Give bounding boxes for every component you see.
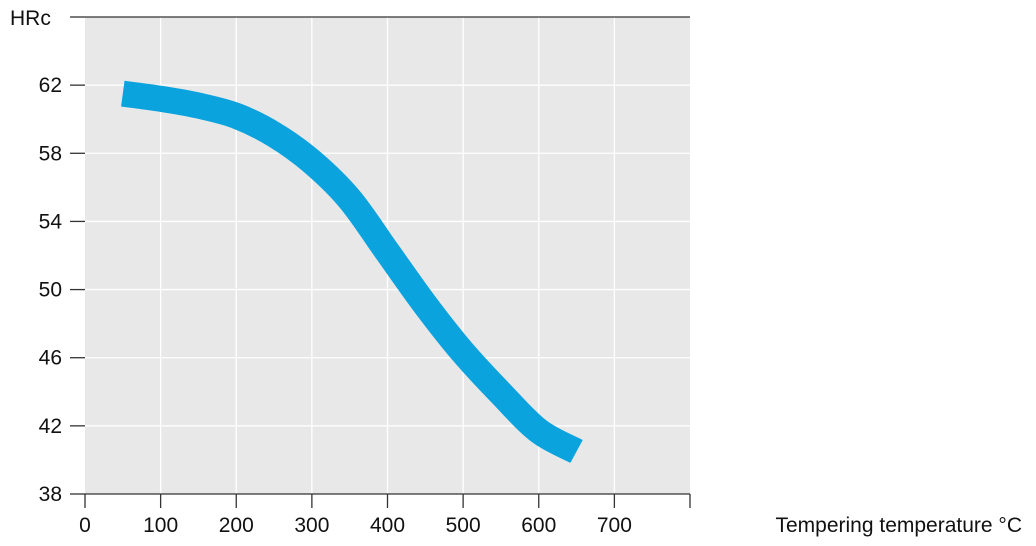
x-tick-label-100: 100 (143, 514, 178, 537)
y-tick-label-42: 42 (39, 415, 62, 438)
y-tick-label-54: 54 (39, 210, 63, 233)
y-tick-labels: 38 42 46 50 54 58 62 (39, 74, 85, 506)
series-band-0 (121, 80, 583, 464)
x-tick-label-400: 400 (370, 514, 405, 537)
x-tick-label-600: 600 (521, 514, 556, 537)
x-axis-title: Tempering temperature °C (775, 514, 1022, 537)
x-tick-label-300: 300 (294, 514, 329, 537)
x-tick-label-0: 0 (79, 514, 91, 537)
grid-lines (85, 17, 690, 494)
y-tick-label-38: 38 (39, 483, 62, 506)
y-tick-label-46: 46 (39, 347, 62, 370)
y-tick-label-50: 50 (39, 279, 62, 302)
series-layer (121, 80, 583, 464)
x-tick-label-700: 700 (597, 514, 632, 537)
y-tick-label-62: 62 (39, 74, 62, 97)
y-axis-title: HRc (10, 7, 51, 30)
x-tick-labels: 0 100 200 300 400 500 600 700 (79, 494, 691, 537)
x-tick-label-200: 200 (219, 514, 254, 537)
y-tick-label-58: 58 (39, 142, 62, 165)
x-tick-label-500: 500 (446, 514, 481, 537)
